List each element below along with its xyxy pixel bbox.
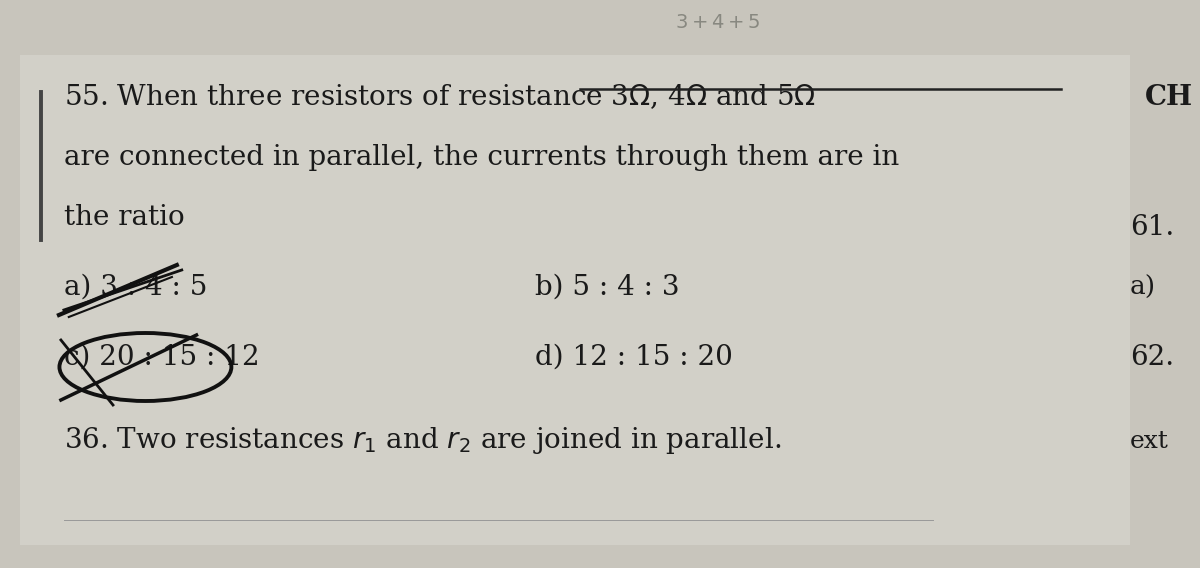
Text: $3 + 4 + 5$: $3 + 4 + 5$ [674, 14, 760, 32]
Text: a): a) [1130, 275, 1156, 300]
Text: 61.: 61. [1130, 214, 1174, 241]
Text: b) 5 : 4 : 3: b) 5 : 4 : 3 [535, 274, 680, 301]
Text: a) 3 : 4 : 5: a) 3 : 4 : 5 [64, 274, 208, 301]
Text: c) 20 : 15 : 12: c) 20 : 15 : 12 [64, 344, 259, 371]
Text: 62.: 62. [1130, 344, 1174, 371]
Text: d) 12 : 15 : 20: d) 12 : 15 : 20 [535, 344, 733, 371]
Text: 55. When three resistors of resistance 3$\Omega$, 4$\Omega$ and 5$\Omega$: 55. When three resistors of resistance 3… [64, 82, 816, 111]
Text: are connected in parallel, the currents through them are in: are connected in parallel, the currents … [64, 144, 899, 171]
Text: CH: CH [1145, 84, 1193, 111]
Text: the ratio: the ratio [64, 204, 185, 231]
FancyBboxPatch shape [19, 55, 1130, 545]
Text: ext: ext [1130, 430, 1169, 453]
Text: 36. Two resistances $r_1$ and $r_2$ are joined in parallel.: 36. Two resistances $r_1$ and $r_2$ are … [64, 425, 781, 456]
